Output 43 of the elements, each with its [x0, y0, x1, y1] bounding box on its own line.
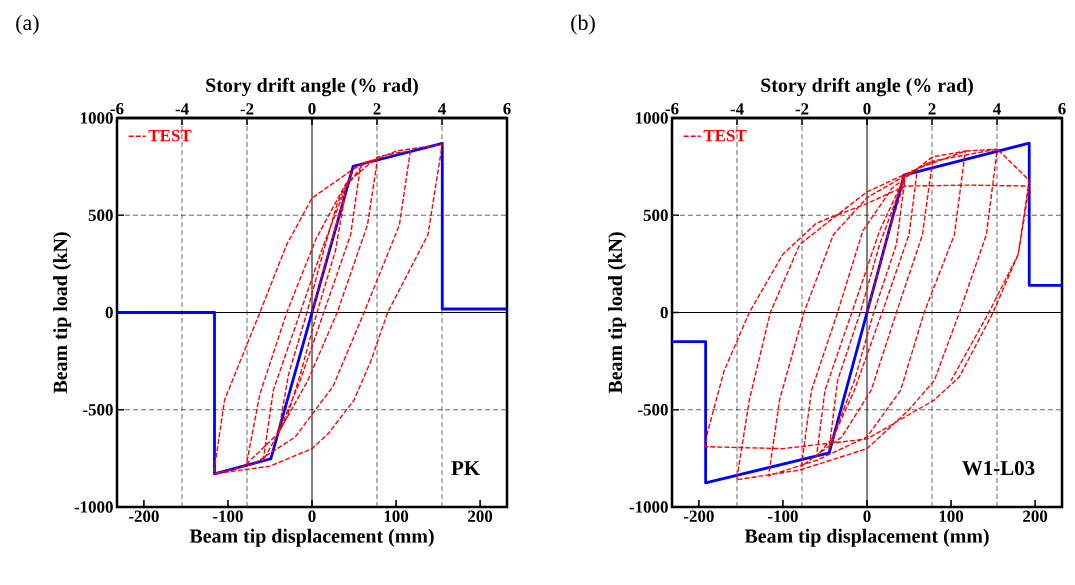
y-tick-label: -500 [638, 404, 668, 416]
line-series [212, 143, 443, 475]
x-tick-label: 200 [468, 510, 493, 522]
x-tick-label: 200 [1023, 510, 1048, 522]
y-tick-label: 0 [660, 306, 668, 319]
y-axis-title: Beam tip load (kN) [53, 232, 72, 394]
x-tick-label: 100 [384, 510, 409, 522]
annotation: PK [451, 461, 480, 475]
y-tick-label: -1000 [74, 501, 113, 513]
x2-tick-label: 4 [438, 103, 446, 115]
x2-tick-label: -4 [175, 103, 189, 115]
x2-tick-label: 6 [1058, 103, 1066, 115]
x2-tick-label: -4 [730, 103, 744, 115]
x-tick-label: -100 [768, 510, 798, 522]
x2-axis-title: Story drift angle (% rad) [206, 77, 418, 97]
text: (a) [16, 14, 39, 35]
x-tick-label: 0 [308, 510, 316, 522]
x2-tick-label: -2 [795, 103, 809, 115]
y-tick-label: 500 [88, 209, 113, 221]
x2-tick-label: 4 [993, 103, 1001, 115]
x-axis-title: Beam tip displacement (mm) [189, 528, 434, 547]
text: (b) [571, 14, 595, 35]
legend-label: TEST [148, 129, 192, 142]
legend-label: TEST [703, 129, 747, 142]
y-tick-label: -1000 [629, 501, 668, 513]
x2-tick-label: 2 [373, 103, 381, 115]
x-tick-label: 0 [863, 510, 871, 522]
x-axis-title: Beam tip displacement (mm) [744, 528, 989, 547]
y-tick-label: 0 [105, 306, 113, 319]
x-tick-label: -200 [129, 510, 159, 522]
y-axis-title: Beam tip load (kN) [608, 232, 627, 394]
x2-tick-label: -2 [240, 103, 254, 115]
x2-tick-label: 6 [503, 103, 511, 115]
x-tick-label: 100 [939, 510, 964, 522]
y-tick-label: 500 [643, 209, 668, 221]
x-tick-label: -100 [213, 510, 243, 522]
y-tick-label: -500 [83, 404, 113, 416]
x2-tick-label: 2 [928, 103, 936, 115]
annotation: W1-L03 [962, 460, 1035, 476]
x2-tick-label: 0 [863, 103, 871, 115]
x2-tick-label: 0 [308, 103, 316, 115]
x2-axis-title: Story drift angle (% rad) [761, 77, 973, 97]
x-tick-label: -200 [684, 510, 714, 522]
